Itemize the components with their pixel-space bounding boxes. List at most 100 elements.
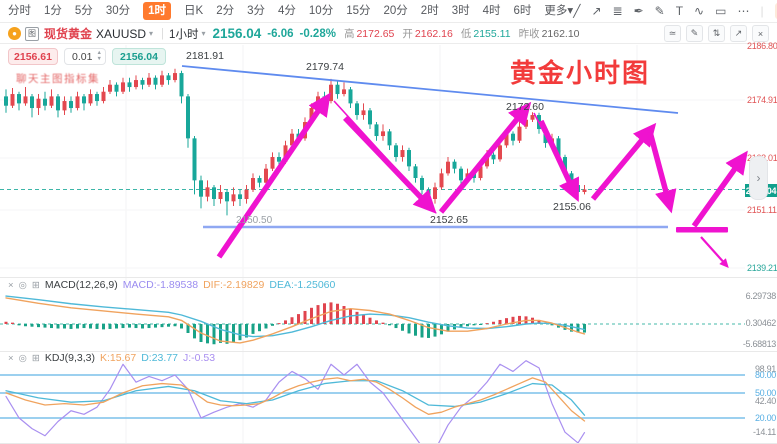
axis-label: 0.30462 [745,318,777,328]
trendline-icon[interactable]: ╱ [573,4,581,18]
stat-label: 开 [402,28,413,40]
symbol-bar: ● 图 现货黄金 XAUUSD ▾ | 1小时 ▾ 2156.04 -6.06 … [0,24,777,44]
price-annotation-label: 2172.60 [506,101,544,113]
timeframe-5分[interactable]: 5分 [74,5,93,17]
axis-label: 2139.21 [747,263,777,273]
timeframe-3分[interactable]: 3分 [247,5,265,17]
last-price: 2156.04 [212,26,262,41]
compare-icon[interactable]: ⇅ [708,25,725,42]
more-tools-icon[interactable]: ⋯ [737,4,750,18]
timeframe-4时[interactable]: 4时 [482,5,501,17]
wave-icon[interactable]: ∿ [694,4,705,18]
axis-label: 42.40 [754,396,776,406]
stat-value: 2155.11 [473,27,511,40]
axis-label: 2151.11 [747,205,777,215]
timeframe-2分[interactable]: 2分 [216,5,235,17]
indicator-icon[interactable]: ≃ [664,25,681,42]
timeframe-15分[interactable]: 15分 [346,5,371,17]
text-icon[interactable]: T [675,4,684,18]
price-annotation-label: 2152.65 [430,214,468,226]
axis-label: 2186.80 [747,41,777,51]
stat-label: 昨收 [518,28,540,40]
kdj-expand-icon[interactable]: ⊞ [31,352,40,364]
fullscreen-icon[interactable]: ↗ [730,25,747,42]
interval-dropdown-caret-icon[interactable]: ▾ [201,29,206,38]
price-change: -6.06 [267,27,294,40]
timeframe-2时[interactable]: 2时 [420,5,439,17]
watermark-text: 聊天主图指标集 [16,73,100,85]
axis-label: 2174.91 [747,95,777,105]
axis-label: -5.68813 [742,339,776,349]
quantity-value: 0.01 [72,50,93,63]
timeframe-toolbar: 分时 1分 5分 30分 1时 日K 2分 3分 4分 10分 15分 20分 2时 3时 4时 6时 更多▾ … [0,0,777,23]
edit-icon[interactable]: ✎ [686,25,703,42]
macd-close-icon[interactable]: × [8,279,14,291]
axis-label: 20.00 [754,413,776,423]
timeframe-3时[interactable]: 3时 [451,5,470,17]
symbol-name: 现货黄金 [44,27,93,41]
stepper-up-icon[interactable]: ▲ [96,50,102,56]
chart-action-buttons: ≃ ✎ ⇅ ↗ × [664,25,769,42]
symbol-dropdown-caret-icon[interactable]: ▾ [149,29,154,38]
stepper-down-icon[interactable]: ▼ [96,56,102,62]
macd-settings-icon[interactable]: ◎ [18,279,27,291]
rect-icon[interactable]: ▭ [715,4,727,18]
interval-select[interactable]: 1小时 [169,28,199,41]
brush-icon[interactable]: ✒ [633,4,644,18]
quantity-stepper[interactable]: 0.01 ▲ ▼ [64,48,106,65]
price-annotation-label: 2181.91 [186,50,224,62]
timeframe-1时[interactable]: 1时 [143,2,172,20]
timeframe-group: 分时 1分 5分 30分 1时 日K 2分 3分 4分 10分 15分 20分 2时 3时 4时 6时 更多▾ [8,2,573,20]
stepper-arrows[interactable]: ▲ ▼ [97,50,102,62]
pane-divider[interactable] [0,351,777,352]
kdj-settings-icon[interactable]: ◎ [18,352,27,364]
support-level-label: 2150.50 [236,215,273,226]
price-annotation-label: 2155.06 [553,201,591,213]
timeframe-分时[interactable]: 分时 [8,5,31,17]
axis-expander-button[interactable]: › [749,156,768,200]
drawing-toolbar: ╱↗≣✒✎T∿▭⋯|✐◇∪⊓◎⊟ [573,3,777,19]
j-value: J:-0.53 [183,352,216,364]
stat-label: 高 [343,28,355,40]
symbol-code[interactable]: XAUUSD [96,26,147,41]
axis-label: 50.00 [754,388,776,398]
axis-label: 98.91 [754,364,776,374]
timeframe-30分[interactable]: 30分 [105,5,131,17]
divider: | [760,4,764,18]
buy-button[interactable]: 2156.04 [112,48,166,65]
pencil-icon[interactable]: ✎ [654,4,665,18]
kdj-header: × ◎ ⊞ KDJ(9,3,3) K:15.67 D:23.77 J:-0.53 [8,352,215,364]
macd-title: MACD(12,26,9) [44,279,118,291]
ohlc-stats: 高 2172.65 开 2162.16 低 2155.11 昨收 2162.10 [336,26,580,41]
fib-icon[interactable]: ≣ [612,4,623,18]
timeframe-20分[interactable]: 20分 [383,5,408,17]
app-logo-icon: ● [8,27,21,40]
pane-divider[interactable] [0,277,777,278]
axis-label: -14.11 [752,427,776,437]
close-icon[interactable]: × [752,25,769,42]
timeframe-日K[interactable]: 日K [184,5,204,17]
annotation-title: 黄金小时图 [510,58,651,88]
chart-canvas[interactable] [0,45,777,444]
kdj-title: KDJ(9,3,3) [44,352,96,364]
timeframe-更多▾[interactable]: 更多▾ [544,5,574,17]
kdj-close-icon[interactable]: × [8,352,14,364]
stat-value: 2162.16 [414,27,453,40]
divider: | [161,27,165,40]
timeframe-6时[interactable]: 6时 [513,5,532,17]
macd-header: × ◎ ⊞ MACD(12,26,9) MACD:-1.89538 DIF:-2… [8,279,335,291]
macd-expand-icon[interactable]: ⊞ [31,279,40,291]
arrow-icon[interactable]: ↗ [591,4,602,18]
axis-label: 80.00 [754,370,776,380]
timeframe-10分[interactable]: 10分 [308,5,334,17]
dea-value: DEA:-1.25060 [269,279,336,291]
timeframe-4分[interactable]: 4分 [278,5,296,17]
axis-label: 6.29738 [745,291,777,301]
sell-button[interactable]: 2156.61 [8,48,58,65]
timeframe-1分[interactable]: 1分 [44,5,62,17]
d-value: D:23.77 [141,352,178,364]
market-icon: 图 [25,26,39,41]
stat-value: 2172.65 [356,27,395,40]
draw-mode-icon[interactable]: ✐ [774,3,777,19]
